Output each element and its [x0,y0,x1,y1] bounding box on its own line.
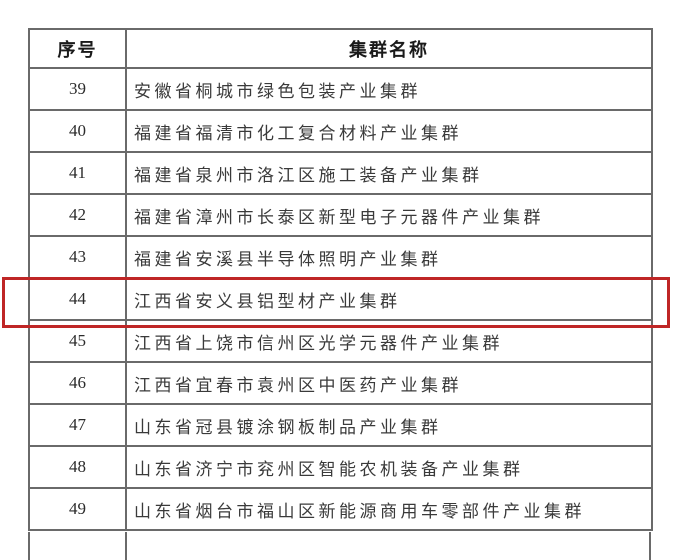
cluster-name-cell: 安徽省桐城市绿色包装产业集群 [125,67,653,111]
cluster-name-cell: 山东省济宁市兖州区智能农机装备产业集群 [125,445,653,489]
table-row: 42 福建省漳州市长泰区新型电子元器件产业集群 [28,193,653,237]
row-number-cell: 47 [28,403,127,447]
row-number-cell: 41 [28,151,127,195]
row-number-cell: 46 [28,361,127,405]
cluster-name-cell: 福建省泉州市洛江区施工装备产业集群 [125,151,653,195]
row-number-cell: 40 [28,109,127,153]
row-number-cell: 49 [28,487,127,531]
table-row: 40 福建省福清市化工复合材料产业集群 [28,109,653,153]
row-number-cell: 45 [28,319,127,363]
table-row: 43 福建省安溪县半导体照明产业集群 [28,235,653,279]
cluster-name-cell: 山东省烟台市福山区新能源商用车零部件产业集群 [125,487,653,531]
row-number-cell: 43 [28,235,127,279]
table-row: 48 山东省济宁市兖州区智能农机装备产业集群 [28,445,653,489]
cluster-table: 序号 集群名称 39 安徽省桐城市绿色包装产业集群 40 福建省福清市化工复合材… [28,28,653,531]
table-row: 41 福建省泉州市洛江区施工装备产业集群 [28,151,653,195]
header-cluster-name: 集群名称 [125,28,653,69]
cluster-name-cell: 江西省宜春市袁州区中医药产业集群 [125,361,653,405]
cluster-name-cell: 福建省漳州市长泰区新型电子元器件产业集群 [125,193,653,237]
row-number-cell: 44 [28,277,127,321]
cluster-name-cell: 江西省安义县铝型材产业集群 [125,277,653,321]
header-serial-number: 序号 [28,28,127,69]
table-row-partial [28,532,651,560]
table-row-highlighted: 44 江西省安义县铝型材产业集群 [28,277,653,321]
row-number-cell: 42 [28,193,127,237]
table-row: 47 山东省冠县镀涂钢板制品产业集群 [28,403,653,447]
cluster-name-cell: 山东省冠县镀涂钢板制品产业集群 [125,403,653,447]
row-number-cell: 48 [28,445,127,489]
row-number-cell: 39 [28,67,127,111]
table-row: 49 山东省烟台市福山区新能源商用车零部件产业集群 [28,487,653,531]
table-row: 39 安徽省桐城市绿色包装产业集群 [28,67,653,111]
cluster-name-cell: 福建省福清市化工复合材料产业集群 [125,109,653,153]
cluster-name-cell: 江西省上饶市信州区光学元器件产业集群 [125,319,653,363]
table-row: 46 江西省宜春市袁州区中医药产业集群 [28,361,653,405]
table-header-row: 序号 集群名称 [28,28,653,69]
table-row: 45 江西省上饶市信州区光学元器件产业集群 [28,319,653,363]
column-divider [125,532,127,560]
cluster-name-cell: 福建省安溪县半导体照明产业集群 [125,235,653,279]
